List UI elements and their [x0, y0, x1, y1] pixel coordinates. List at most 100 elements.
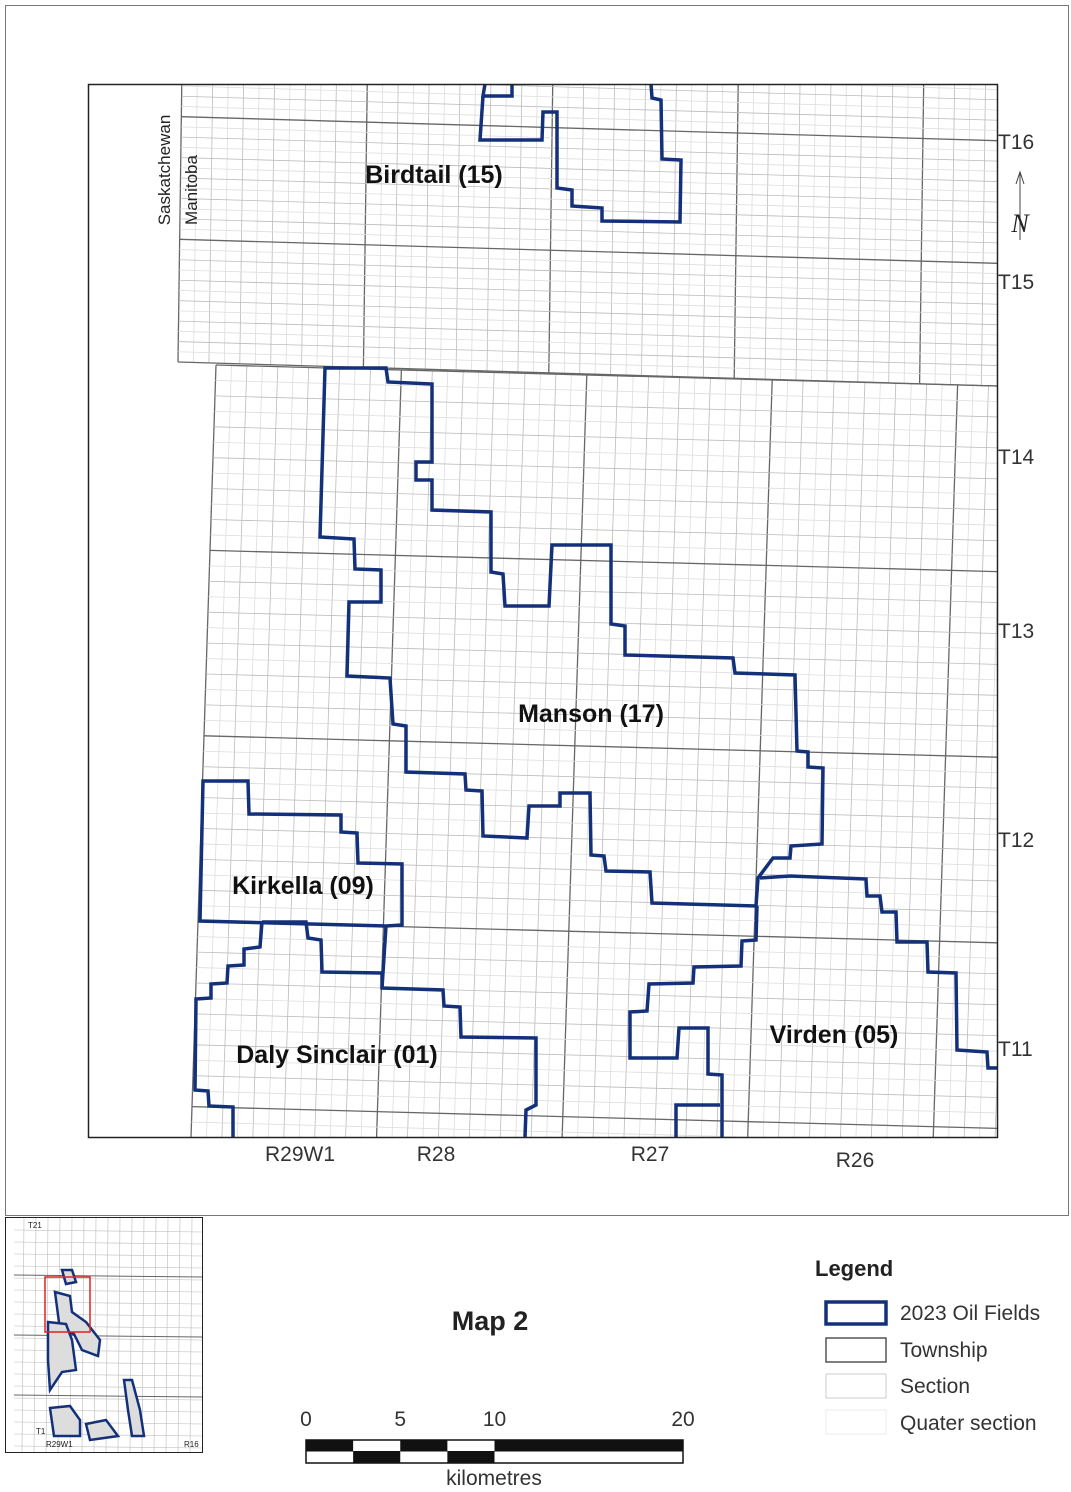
section-line — [194, 1028, 997, 1052]
scale-segment — [447, 1451, 495, 1463]
scale-tick-label: 5 — [394, 1408, 406, 1431]
section-line — [202, 781, 997, 804]
scale-unit: kilometres — [446, 1467, 542, 1490]
scale-segment — [306, 1440, 354, 1452]
section-line — [181, 85, 997, 111]
inset-grid — [13, 1445, 202, 1449]
oil-fields — [193, 84, 997, 1137]
inset-field — [46, 1320, 78, 1394]
section-line — [179, 279, 997, 305]
section-line — [193, 1044, 997, 1067]
section-line — [212, 472, 997, 495]
section-line — [213, 426, 997, 449]
section-line — [197, 936, 997, 959]
range-label: R27 — [631, 1143, 670, 1166]
section-line — [181, 136, 997, 162]
section-line — [180, 167, 997, 193]
section-line — [188, 1230, 1017, 1252]
section-line — [214, 395, 997, 418]
section-line — [194, 1013, 997, 1036]
section-line — [192, 1090, 997, 1114]
map-title: Map 2 — [452, 1306, 529, 1336]
section-line — [205, 689, 997, 712]
inset-label: R16 — [184, 1440, 199, 1449]
legend-title: Legend — [815, 1256, 893, 1281]
township-label: T16 — [998, 131, 1034, 154]
inset-grid — [141, 1218, 145, 1452]
daly-sinclair-field — [193, 920, 538, 1137]
section-line — [180, 146, 997, 172]
section-line — [181, 95, 997, 121]
legend-swatch-township — [825, 1337, 887, 1363]
section-line — [213, 441, 997, 464]
section-line — [201, 812, 997, 835]
scale-tick-label: 10 — [483, 1408, 506, 1431]
township-line — [209, 549, 997, 573]
section-line — [178, 341, 997, 366]
section-line — [180, 187, 997, 213]
section-line — [210, 519, 997, 542]
section-line — [794, 84, 997, 90]
township-label: T13 — [998, 620, 1034, 643]
scale-segment — [494, 1440, 683, 1452]
section-line — [178, 310, 997, 336]
inset-township — [13, 1394, 202, 1398]
section-line — [205, 673, 997, 696]
section-line — [180, 208, 997, 234]
inset-grid — [13, 1241, 202, 1245]
section-line — [206, 642, 997, 665]
section-line — [214, 410, 997, 433]
north-arrowhead — [1015, 170, 1025, 185]
field-label: Virden (05) — [770, 1021, 899, 1049]
inset-grid — [105, 1218, 109, 1452]
section-line — [203, 750, 997, 774]
section-line — [202, 766, 997, 789]
inset-grid — [13, 1373, 202, 1377]
virden-field — [628, 874, 997, 1137]
section-line — [180, 157, 997, 182]
inset-grid — [13, 1265, 202, 1269]
section-line — [179, 269, 997, 295]
legend-label: 2023 Oil Fields — [900, 1302, 1040, 1325]
inset-grid — [177, 1218, 181, 1452]
township-line — [186, 1292, 1017, 1315]
province-label: Saskatchewan — [155, 115, 174, 226]
section-line — [215, 380, 997, 402]
inset-grid — [13, 1349, 202, 1353]
inset-extent — [44, 1276, 91, 1333]
section-line — [179, 259, 997, 285]
section-line — [179, 249, 997, 274]
inset-grid — [13, 1397, 202, 1401]
range-label: R26 — [836, 1149, 875, 1172]
inset-grid — [189, 1218, 193, 1452]
inset-grid — [13, 1409, 202, 1413]
section-line — [212, 457, 997, 480]
section-line — [204, 704, 997, 727]
field-label: Birdtail (15) — [365, 161, 503, 189]
section-line — [181, 126, 997, 152]
range-label: R29W1 — [265, 1143, 335, 1166]
section-line — [178, 330, 997, 356]
scale-segment — [353, 1451, 401, 1463]
inset-map — [13, 1218, 202, 1452]
inset-field — [84, 1418, 121, 1442]
section-line — [198, 905, 997, 928]
birdtail-field — [478, 84, 683, 224]
manson-field — [318, 366, 825, 908]
section-line — [206, 658, 997, 681]
township-line — [191, 1105, 997, 1130]
inset-grid — [153, 1218, 157, 1452]
scale-bar: 0 5 10 20 — [300, 1408, 695, 1464]
map-frame — [87, 83, 999, 1139]
township-line — [203, 735, 997, 758]
inset-township — [13, 1334, 202, 1338]
field-label: Manson (17) — [518, 700, 664, 728]
township-label: T15 — [998, 271, 1034, 294]
section-line — [179, 228, 997, 254]
section-line — [181, 106, 997, 131]
section-line — [192, 1075, 997, 1098]
legend-swatch-quarter — [825, 1409, 887, 1435]
range-label: R28 — [417, 1143, 456, 1166]
section-line — [200, 828, 997, 851]
